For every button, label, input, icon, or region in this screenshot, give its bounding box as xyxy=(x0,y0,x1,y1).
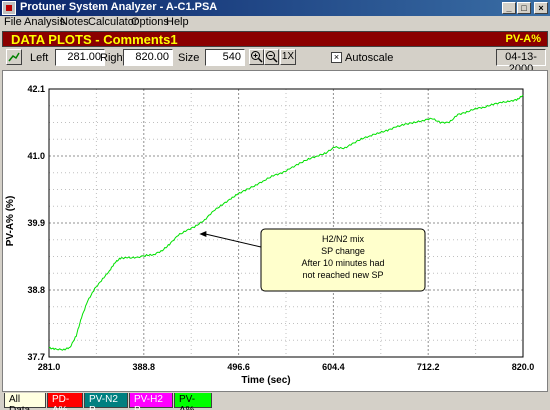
y-axis-label: PV-A% (%) xyxy=(5,196,16,247)
menu-notes[interactable]: Notes xyxy=(60,16,89,28)
app-icon[interactable] xyxy=(2,1,16,15)
y-tick-label: 42.1 xyxy=(27,84,45,94)
annotation-text: H2/N2 mix xyxy=(322,234,365,244)
menu-analysis[interactable]: Analysis xyxy=(24,16,65,28)
y-tick-label: 41.0 xyxy=(27,151,45,161)
x-tick-label: 604.4 xyxy=(322,362,345,372)
close-button[interactable]: × xyxy=(534,2,548,14)
plot-panel: 42.1 41.0 39.9 38.8 37.7 281.0 388.8 496.6 604.4… xyxy=(2,70,548,392)
x-tick-label: 496.6 xyxy=(227,362,250,372)
maximize-button[interactable]: □ xyxy=(517,2,531,14)
menu-bar: File Analysis Notes Calculator Options H… xyxy=(0,16,550,30)
tab-strip: All Data PD-A% PV-N2 P PV-H2 P PV-A% xyxy=(0,392,550,410)
x-tick-label: 388.8 xyxy=(133,362,156,372)
chart-tool-icon[interactable] xyxy=(6,49,22,65)
y-tick-label: 39.9 xyxy=(27,218,45,228)
annotation-arrow-head xyxy=(199,230,207,237)
right-label: Right xyxy=(100,52,126,64)
annotation-arrow-line xyxy=(205,233,262,248)
page-title: DATA PLOTS - Comments1 xyxy=(11,32,178,47)
x-tick-label: 820.0 xyxy=(512,362,535,372)
menu-options[interactable]: Options xyxy=(131,16,169,28)
x-tick-label: 281.0 xyxy=(38,362,61,372)
title-bar: Protuner System Analyzer - A-C1.PSA _ □ … xyxy=(0,0,550,16)
right-input[interactable]: 820.00 xyxy=(123,49,173,66)
tab-pv-a[interactable]: PV-A% xyxy=(174,393,212,410)
left-label: Left xyxy=(30,52,49,64)
tab-pv-h2[interactable]: PV-H2 P xyxy=(129,393,173,410)
minimize-button[interactable]: _ xyxy=(502,2,516,14)
x-tick-label: 712.2 xyxy=(417,362,440,372)
tab-all-data[interactable]: All Data xyxy=(4,393,46,410)
zoom-in-button[interactable] xyxy=(249,49,264,65)
date-display: 04-13-2000 xyxy=(496,49,546,75)
annotation-text: not reached new SP xyxy=(302,270,383,280)
autoscale-checkbox[interactable]: × xyxy=(331,52,342,63)
size-input[interactable]: 540 xyxy=(205,49,245,66)
variable-label: PV-A% xyxy=(505,33,541,45)
plot-border xyxy=(48,88,524,358)
annotation-box xyxy=(260,228,426,292)
chart-annotation: H2/N2 mix SP change After 10 minutes had no… xyxy=(199,228,426,292)
autoscale-label: Autoscale xyxy=(345,52,394,64)
series-line-pv-a xyxy=(48,94,524,351)
menu-help[interactable]: Help xyxy=(166,16,189,28)
zoom-1x-button[interactable]: 1X xyxy=(280,49,296,65)
menu-file[interactable]: File xyxy=(4,16,22,28)
chart-tool-glyph xyxy=(8,52,20,62)
left-input[interactable]: 281.00 xyxy=(55,49,105,66)
annotation-text: SP change xyxy=(321,246,365,256)
x-axis-label: Time (sec) xyxy=(241,375,290,386)
menu-calculator[interactable]: Calculator xyxy=(88,16,138,28)
y-tick-label: 38.8 xyxy=(27,285,45,295)
window-title: Protuner System Analyzer - A-C1.PSA xyxy=(20,1,218,13)
tab-pv-n2[interactable]: PV-N2 P xyxy=(84,393,128,410)
zoom-out-button[interactable] xyxy=(264,49,279,65)
plot-header: DATA PLOTS - Comments1 PV-A% xyxy=(2,31,548,47)
toolbar: Left 281.00 Right 820.00 Size 540 1X × A… xyxy=(0,48,550,75)
tab-pd-a[interactable]: PD-A% xyxy=(47,393,83,410)
chart-grid xyxy=(48,88,524,358)
chart-series xyxy=(48,94,524,351)
annotation-text: After 10 minutes had xyxy=(301,258,384,268)
zoom-in-icon xyxy=(251,51,263,63)
size-label: Size xyxy=(178,52,200,64)
y-tick-label: 37.7 xyxy=(27,352,45,362)
zoom-out-icon xyxy=(266,51,278,63)
